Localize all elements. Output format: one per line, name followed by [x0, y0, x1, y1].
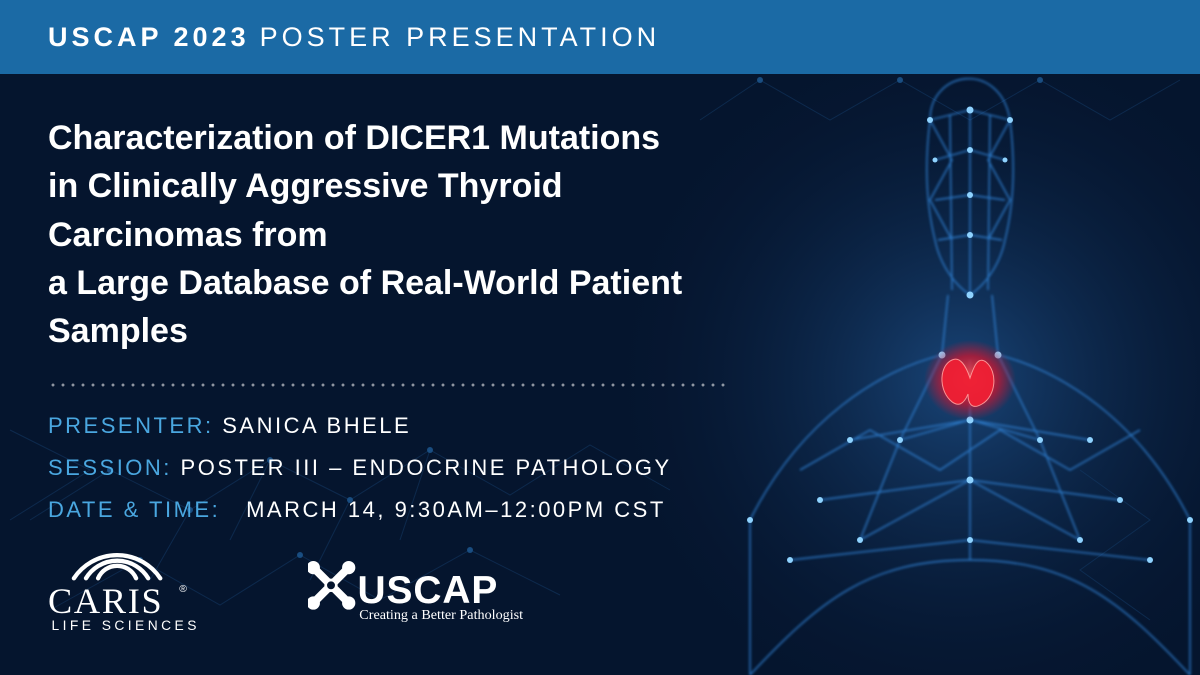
title-line-3: a Large Database of Real-World Patient S…: [48, 264, 682, 350]
caris-logo: CARIS ® LIFE SCIENCES: [48, 542, 238, 637]
main-content: Characterization of DICER1 Mutations in …: [0, 74, 790, 523]
meta-datetime: DATE & TIME: MARCH 14, 9:30AM–12:00PM CS…: [48, 497, 742, 523]
header-banner: USCAP 2023 POSTER PRESENTATION: [0, 0, 1200, 74]
presenter-label: PRESENTER:: [48, 413, 214, 438]
presentation-title: Characterization of DICER1 Mutations in …: [48, 114, 742, 355]
datetime-value: MARCH 14, 9:30AM–12:00PM CST: [246, 497, 666, 522]
caris-arcs-icon: [74, 555, 160, 578]
session-value: POSTER III – ENDOCRINE PATHOLOGY: [181, 455, 672, 480]
logo-row: CARIS ® LIFE SCIENCES USCAP Creating a B…: [48, 542, 538, 637]
uscap-logo: USCAP Creating a Better Pathologist: [308, 557, 538, 637]
title-line-2: in Clinically Aggressive Thyroid Carcino…: [48, 167, 563, 253]
caris-logo-sub: LIFE SCIENCES: [51, 617, 199, 633]
banner-bold: USCAP 2023: [48, 22, 250, 53]
title-line-1: Characterization of DICER1 Mutations: [48, 119, 660, 157]
caris-logo-main: CARIS: [48, 581, 163, 621]
uscap-logo-tagline: Creating a Better Pathologist: [359, 607, 523, 623]
uscap-logo-main: USCAP: [358, 569, 499, 612]
thyroid-highlight: [924, 340, 1016, 420]
uscap-x-icon: [308, 562, 355, 610]
datetime-label: DATE & TIME:: [48, 497, 220, 522]
banner-light: POSTER PRESENTATION: [260, 22, 661, 53]
dotted-divider: [48, 383, 728, 387]
presenter-value: SANICA BHELE: [222, 413, 411, 438]
caris-registered: ®: [179, 584, 187, 595]
meta-presenter: PRESENTER: SANICA BHELE: [48, 413, 742, 439]
meta-session: SESSION: POSTER III – ENDOCRINE PATHOLOG…: [48, 455, 742, 481]
session-label: SESSION:: [48, 455, 172, 480]
